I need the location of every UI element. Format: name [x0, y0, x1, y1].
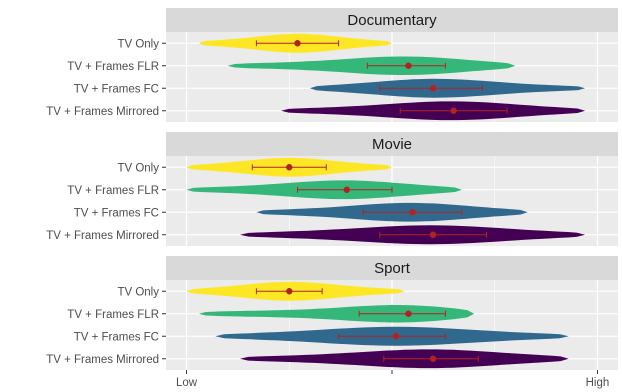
y-tick-label: TV + Frames FLR: [67, 61, 159, 73]
mean-point: [429, 231, 437, 238]
mean-point: [343, 186, 350, 193]
y-tick-label: TV + Frames FC: [74, 331, 159, 343]
mean-point: [286, 164, 293, 171]
y-tick-label: TV + Frames Mirrored: [46, 354, 159, 366]
facet-strip: [166, 8, 618, 32]
mean-point: [450, 107, 457, 114]
mean-point: [405, 310, 412, 317]
x-tick-label: Low: [176, 377, 198, 389]
mean-point: [286, 288, 293, 295]
mean-point: [294, 40, 301, 47]
y-tick-label: TV + Frames Mirrored: [46, 230, 159, 242]
violin: [198, 305, 475, 323]
facet-strip: [166, 256, 618, 280]
x-tick-label: High: [586, 377, 610, 389]
y-tick-label: TV + Frames FC: [74, 83, 159, 95]
y-tick-label: TV + Frames FLR: [67, 309, 159, 321]
y-tick-label: TV Only: [117, 162, 159, 174]
facet-title: Documentary: [347, 12, 437, 29]
y-tick-label: TV Only: [117, 38, 159, 50]
facet-title: Movie: [372, 136, 412, 153]
y-tick-label: TV Only: [117, 286, 159, 298]
y-tick-label: TV + Frames Mirrored: [46, 106, 159, 118]
mean-point: [429, 85, 437, 92]
mean-point: [429, 355, 437, 362]
y-tick-label: TV + Frames FLR: [67, 185, 159, 197]
mean-point: [392, 333, 400, 340]
mean-point: [409, 209, 416, 216]
y-tick-label: TV + Frames FC: [74, 207, 159, 219]
facet-title: Sport: [374, 260, 411, 277]
facet-strip: [166, 132, 618, 156]
mean-point: [405, 62, 412, 69]
